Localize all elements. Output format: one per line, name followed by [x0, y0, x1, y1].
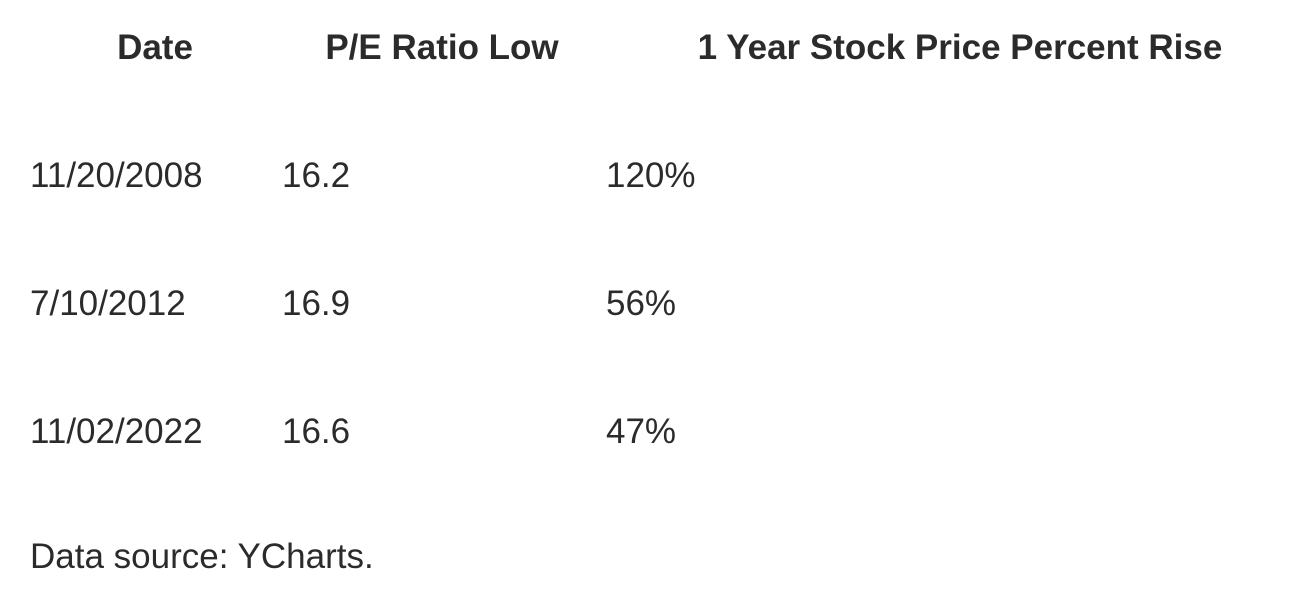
table-cell: 11/02/2022 [30, 412, 203, 451]
table-cell: 11/20/2008 [30, 156, 203, 195]
table-cell: 56% [606, 284, 677, 323]
table-cell: 16.2 [282, 156, 351, 195]
table-cell: 47% [606, 412, 677, 451]
table-cell: 16.9 [282, 284, 351, 323]
header-cell: Date [117, 28, 193, 67]
header-cell: P/E Ratio Low [325, 28, 559, 67]
table-cell: 7/10/2012 [30, 284, 186, 323]
header-cell: 1 Year Stock Price Percent Rise [697, 28, 1223, 67]
source-note: Data source: YCharts. [30, 537, 374, 576]
table-cell: 16.6 [282, 412, 351, 451]
table-cell: 120% [606, 156, 696, 195]
